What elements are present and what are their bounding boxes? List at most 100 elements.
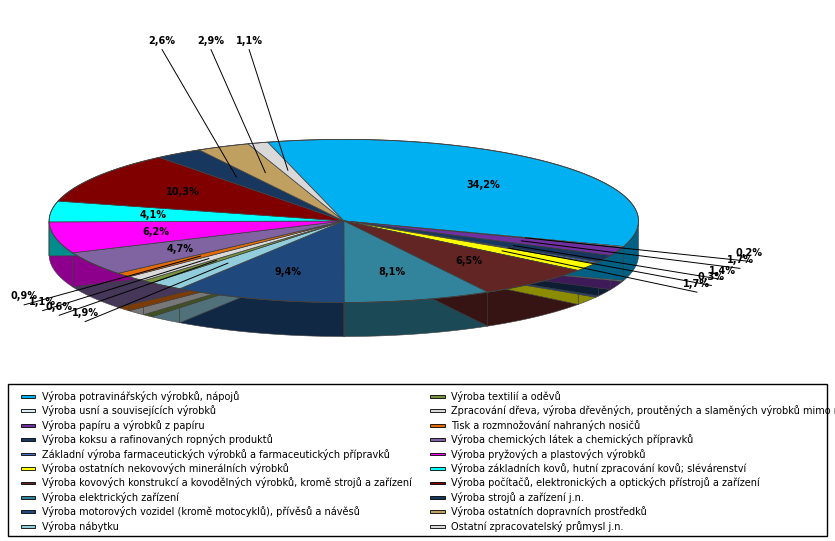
- Polygon shape: [267, 140, 639, 247]
- Text: Výroba elektrických zařízení: Výroba elektrických zařízení: [42, 492, 179, 503]
- Bar: [430, 496, 444, 499]
- Polygon shape: [49, 221, 344, 256]
- Polygon shape: [344, 221, 624, 280]
- Bar: [21, 395, 35, 398]
- Polygon shape: [344, 221, 596, 297]
- Text: 0,6%: 0,6%: [46, 302, 73, 312]
- Polygon shape: [129, 277, 144, 315]
- Text: Výroba základních kovů, hutní zpracování kovů; slévárenství: Výroba základních kovů, hutní zpracování…: [451, 463, 746, 474]
- Polygon shape: [344, 221, 578, 292]
- Text: Základní výroba farmaceutických výrobků a farmaceutických přípravků: Základní výroba farmaceutických výrobků …: [42, 448, 390, 459]
- Polygon shape: [144, 221, 344, 315]
- Polygon shape: [344, 221, 623, 281]
- Polygon shape: [610, 247, 623, 289]
- Text: 1,1%: 1,1%: [235, 36, 263, 46]
- Text: Výroba nábytku: Výroba nábytku: [42, 521, 119, 532]
- Text: 2,6%: 2,6%: [149, 36, 175, 46]
- Polygon shape: [596, 262, 599, 297]
- Text: 6,5%: 6,5%: [456, 256, 483, 266]
- Polygon shape: [144, 221, 344, 283]
- Polygon shape: [624, 222, 639, 280]
- Polygon shape: [180, 289, 344, 337]
- Polygon shape: [118, 221, 344, 277]
- Text: 0,3%: 0,3%: [698, 272, 725, 282]
- Bar: [430, 467, 444, 470]
- Text: 34,2%: 34,2%: [466, 180, 500, 189]
- Polygon shape: [344, 292, 488, 337]
- Polygon shape: [248, 142, 344, 221]
- Text: Výroba usní a souvisejících výrobků: Výroba usní a souvisejících výrobků: [42, 405, 216, 416]
- Bar: [21, 510, 35, 513]
- Bar: [21, 424, 35, 427]
- Polygon shape: [344, 221, 488, 326]
- Bar: [21, 467, 35, 470]
- Polygon shape: [344, 221, 623, 281]
- Polygon shape: [344, 221, 610, 289]
- Text: Výroba ostatních dopravních prostředků: Výroba ostatních dopravních prostředků: [451, 506, 647, 517]
- Bar: [430, 481, 444, 484]
- Polygon shape: [344, 221, 624, 247]
- Polygon shape: [73, 221, 344, 273]
- Text: Výroba papíru a výrobků z papíru: Výroba papíru a výrobků z papíru: [42, 420, 205, 431]
- Bar: [21, 525, 35, 527]
- Polygon shape: [180, 221, 344, 323]
- Polygon shape: [344, 221, 610, 262]
- Bar: [21, 438, 35, 441]
- Text: Výroba potravinářských výrobků, nápojů: Výroba potravinářských výrobků, nápojů: [42, 391, 240, 402]
- Text: 4,7%: 4,7%: [167, 243, 194, 254]
- Polygon shape: [58, 157, 344, 221]
- Polygon shape: [344, 221, 599, 296]
- Polygon shape: [152, 221, 344, 317]
- Text: Výroba ostatních nekovových minerálních výrobků: Výroba ostatních nekovových minerálních …: [42, 463, 289, 474]
- Polygon shape: [73, 253, 118, 307]
- Polygon shape: [344, 221, 596, 297]
- Bar: [430, 395, 444, 398]
- Text: 2,9%: 2,9%: [198, 36, 225, 46]
- Polygon shape: [49, 201, 344, 222]
- Text: 10,3%: 10,3%: [165, 187, 200, 197]
- Polygon shape: [344, 221, 599, 263]
- Text: 4,1%: 4,1%: [140, 210, 167, 220]
- Text: 1,4%: 1,4%: [709, 266, 736, 276]
- Bar: [430, 438, 444, 441]
- Bar: [430, 410, 444, 412]
- Polygon shape: [344, 221, 578, 305]
- Text: 1,1%: 1,1%: [29, 297, 56, 307]
- Text: Výroba koksu a rafinovaných ropných produktů: Výroba koksu a rafinovaných ropných prod…: [42, 434, 273, 445]
- Polygon shape: [144, 221, 344, 315]
- Polygon shape: [49, 222, 73, 287]
- Polygon shape: [344, 221, 599, 296]
- Text: 1,7%: 1,7%: [726, 255, 753, 265]
- Polygon shape: [199, 144, 344, 221]
- Polygon shape: [159, 150, 344, 221]
- Polygon shape: [623, 247, 624, 281]
- Bar: [21, 481, 35, 484]
- Bar: [21, 410, 35, 412]
- Polygon shape: [180, 221, 344, 323]
- Polygon shape: [49, 221, 344, 256]
- Polygon shape: [118, 221, 344, 307]
- Polygon shape: [578, 263, 596, 305]
- Polygon shape: [599, 255, 610, 296]
- Text: 6,2%: 6,2%: [143, 227, 170, 237]
- Polygon shape: [129, 221, 344, 281]
- Bar: [430, 510, 444, 513]
- Text: Zpracování dřeva, výroba dřevěných, proutěných a slaměných výrobků mimo nábytku: Zpracování dřeva, výroba dřevěných, prou…: [451, 405, 835, 416]
- Polygon shape: [118, 221, 344, 307]
- Polygon shape: [344, 221, 488, 302]
- Text: Výroba textilií a oděvů: Výroba textilií a oděvů: [451, 391, 561, 402]
- Polygon shape: [129, 221, 344, 311]
- Text: Ostatní zpracovatelský průmysl j.n.: Ostatní zpracovatelský průmysl j.n.: [451, 521, 624, 532]
- Polygon shape: [344, 221, 578, 305]
- Bar: [21, 453, 35, 456]
- Text: Výroba počítačů, elektronických a optických přístrojů a zařízení: Výroba počítačů, elektronických a optick…: [451, 478, 760, 489]
- Text: Výroba pryžových a plastových výrobků: Výroba pryžových a plastových výrobků: [451, 448, 645, 459]
- Polygon shape: [152, 221, 344, 289]
- Polygon shape: [344, 221, 596, 270]
- Text: 9,4%: 9,4%: [275, 267, 301, 276]
- Bar: [21, 496, 35, 499]
- Polygon shape: [73, 221, 344, 287]
- Polygon shape: [152, 221, 344, 317]
- Polygon shape: [73, 221, 344, 287]
- Text: 0,9%: 0,9%: [11, 292, 38, 301]
